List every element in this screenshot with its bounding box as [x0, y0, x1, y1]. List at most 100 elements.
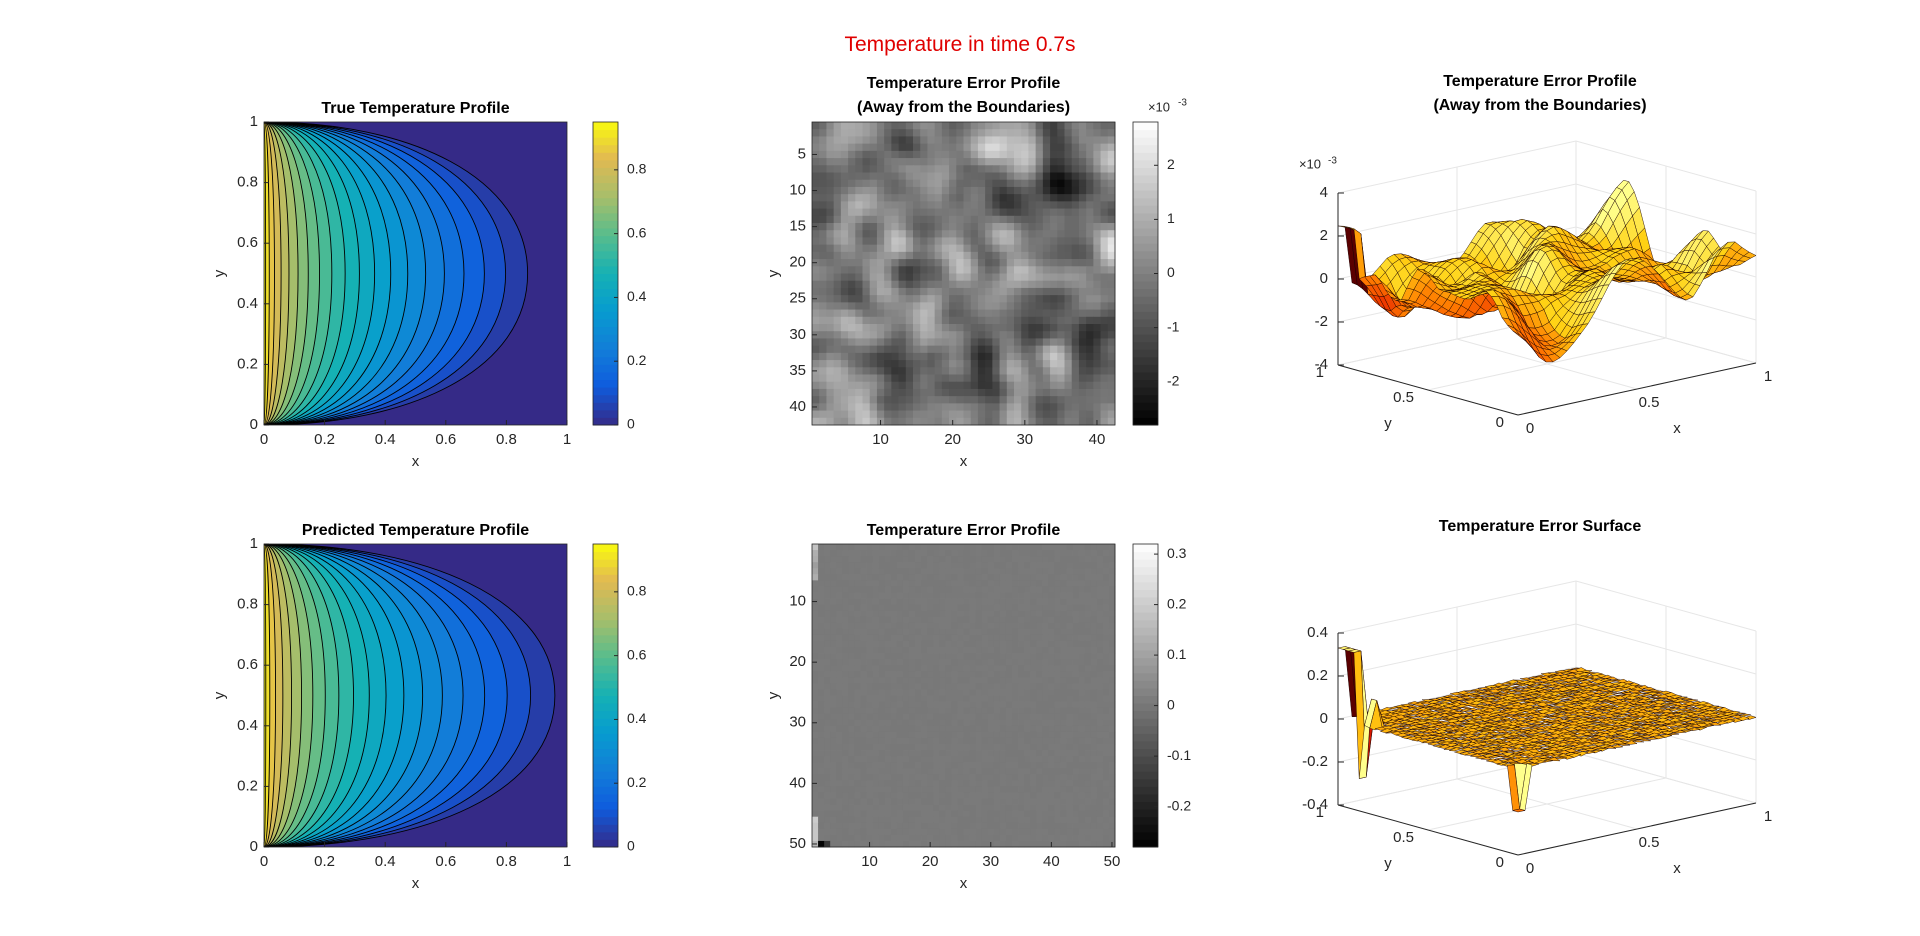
image-cell	[927, 750, 934, 757]
image-cell	[934, 316, 943, 325]
image-cell	[1108, 622, 1116, 630]
colorbar-swatch	[1133, 182, 1158, 191]
image-cell	[1057, 186, 1065, 195]
image-cell	[1011, 683, 1019, 690]
image-cell	[826, 388, 835, 397]
image-cell	[842, 634, 849, 642]
image-cell	[1021, 244, 1029, 253]
image-cell	[915, 550, 922, 557]
image-cell	[963, 719, 970, 727]
image-cell	[836, 580, 843, 587]
image-cell	[1042, 628, 1049, 636]
image-cell	[905, 158, 914, 166]
image-cell	[941, 223, 950, 231]
image-cell	[860, 689, 867, 696]
image-cell	[866, 725, 873, 733]
image-cell	[963, 737, 970, 745]
image-cell	[884, 215, 892, 224]
image-cell	[957, 628, 964, 636]
image-cell	[1021, 273, 1029, 282]
image-cell	[884, 165, 892, 173]
image-cell	[898, 403, 907, 411]
image-cell	[963, 215, 972, 224]
image-cell	[927, 653, 934, 660]
image-cell	[934, 309, 943, 318]
image-cell	[830, 719, 837, 727]
image-cell	[866, 719, 873, 727]
image-cell	[992, 230, 1000, 238]
image-cell	[896, 574, 904, 581]
image-cell	[1005, 622, 1013, 630]
image-cell	[975, 562, 983, 569]
image-cell	[1093, 150, 1101, 159]
image-cell	[1030, 634, 1037, 642]
image-cell	[1024, 556, 1031, 563]
image-cell	[992, 345, 1000, 354]
image-cell	[1060, 628, 1067, 636]
image-cell	[860, 725, 867, 733]
image-cell	[1042, 324, 1051, 332]
image-cell	[860, 731, 867, 739]
image-cell	[1005, 634, 1013, 642]
image-cell	[933, 750, 940, 757]
image-cell	[836, 604, 843, 612]
colorbar-swatch	[593, 574, 618, 583]
image-cell	[939, 604, 946, 612]
image-cell	[854, 586, 861, 593]
image-cell	[1011, 628, 1019, 636]
image-cell	[1024, 610, 1031, 618]
image-cell	[939, 556, 946, 563]
image-cell	[884, 659, 892, 666]
image-cell	[1048, 598, 1055, 605]
image-cell	[1011, 713, 1019, 721]
image-cell	[1072, 683, 1080, 690]
image-cell	[855, 208, 863, 217]
image-cell	[992, 244, 1000, 253]
image-cell	[1093, 345, 1101, 354]
image-cell	[1030, 598, 1037, 605]
image-cell	[920, 309, 928, 318]
image-cell	[860, 737, 867, 745]
image-cell	[830, 653, 837, 660]
colorbar-box	[592, 121, 619, 426]
image-cell	[819, 352, 827, 361]
image-cell	[1014, 136, 1022, 145]
image-cell	[891, 201, 899, 209]
image-cell	[939, 671, 946, 678]
image-cell	[826, 403, 835, 411]
image-cell	[848, 701, 855, 709]
image-cell	[869, 165, 878, 173]
image-cell	[812, 580, 819, 587]
image-cell	[876, 396, 885, 404]
image-cell	[1011, 731, 1019, 739]
image-cell	[1071, 150, 1080, 159]
image-cell	[1018, 544, 1025, 551]
image-cell	[1018, 574, 1025, 581]
image-cell	[999, 725, 1007, 733]
image-cell	[1006, 295, 1015, 303]
image-cell	[848, 352, 856, 361]
image-cell	[999, 616, 1007, 624]
image-cell	[927, 743, 934, 751]
image-cell	[927, 586, 934, 593]
image-cell	[833, 143, 842, 152]
image-cell	[987, 725, 995, 733]
image-cell	[1060, 634, 1067, 642]
colorbar-swatch	[1133, 334, 1158, 343]
image-cell	[902, 725, 910, 733]
image-cell	[951, 640, 958, 648]
image-cell	[1024, 568, 1031, 575]
image-cell	[1050, 345, 1058, 354]
image-cell	[842, 640, 849, 648]
image-cell	[999, 129, 1008, 137]
image-cell	[920, 417, 928, 426]
image-cell	[1078, 743, 1086, 751]
image-cell	[920, 295, 928, 303]
plot-subtitle: (Away from the Boundaries)	[1433, 97, 1646, 114]
image-cell	[818, 731, 825, 739]
image-cell	[933, 562, 940, 569]
image-cell	[1084, 743, 1092, 751]
image-cell	[915, 707, 922, 715]
image-cell	[896, 701, 904, 709]
image-cell	[951, 695, 958, 702]
